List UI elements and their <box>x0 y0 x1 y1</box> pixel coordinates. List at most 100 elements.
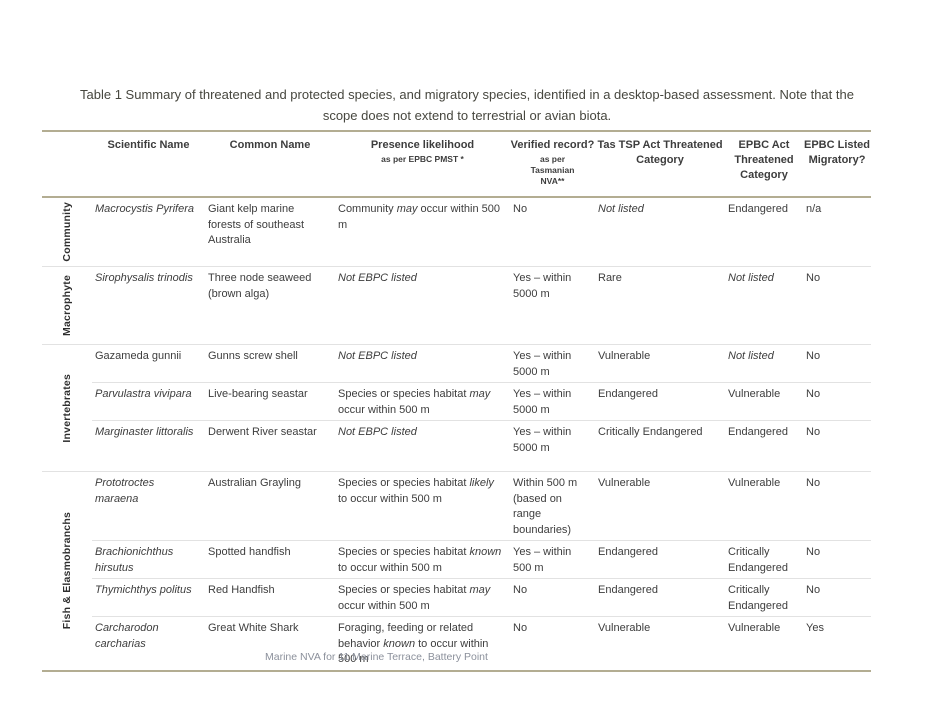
species-group-invertebrates: Invertebrates Gazameda gunnii Gunns scre… <box>42 344 871 471</box>
cell-common-name: Three node seaweed (brown alga) <box>208 272 312 300</box>
species-group-macrophyte: Macrophyte Sirophysalis trinodis Three n… <box>42 266 871 344</box>
cell-verified-record: No <box>513 584 528 596</box>
cell-migratory: n/a <box>806 203 822 215</box>
table-body: Community Macrocystis Pyrifera Giant kel… <box>42 198 871 670</box>
group-label: Invertebrates <box>61 373 73 443</box>
cell-migratory: No <box>806 426 821 438</box>
cell-migratory: No <box>806 546 821 558</box>
cell-verified-record: Within 500 m (based on range boundaries) <box>513 477 578 536</box>
cell-common-name: Live-bearing seastar <box>208 388 308 400</box>
cell-presence-likelihood: Foraging, feeding or related behavior kn… <box>338 622 489 665</box>
cell-presence-likelihood: Species or species habitat known to occu… <box>338 546 502 574</box>
group-label: Community <box>61 202 73 262</box>
cell-verified-record: Yes – within 5000 m <box>513 388 572 416</box>
cell-tas-tsp-category: Endangered <box>598 546 658 558</box>
table-row: Brachionichthus hirsutus Spotted handfis… <box>92 540 871 578</box>
table-row: Carcharodon carcharias Great White Shark… <box>92 616 871 670</box>
cell-tas-tsp-category: Endangered <box>598 584 658 596</box>
cell-common-name: Giant kelp marine forests of southeast A… <box>208 203 304 246</box>
cell-epbc-category: Endangered <box>728 203 788 215</box>
cell-epbc-category: Vulnerable <box>728 622 781 634</box>
cell-presence-likelihood: Not EBPC listed <box>338 272 417 284</box>
header-label: EPBC Listed Migratory? <box>803 139 870 166</box>
header-label: EPBC Act Threatened Category <box>734 139 794 181</box>
cell-tas-tsp-category: Not listed <box>598 203 644 215</box>
cell-epbc-category: Endangered <box>728 426 788 438</box>
table-caption: Table 1 Summary of threatened and protec… <box>80 87 854 123</box>
cell-verified-record: Yes – within 5000 m <box>513 272 572 300</box>
cell-scientific-name: Marginaster littoralis <box>95 426 194 438</box>
cell-presence-likelihood: Species or species habitat may occur wit… <box>338 584 491 612</box>
table-row: Marginaster littoralis Derwent River sea… <box>92 420 871 471</box>
cell-verified-record: Yes – within 5000 m <box>513 350 572 378</box>
cell-migratory: No <box>806 388 821 400</box>
cell-verified-record: Yes – within 5000 m <box>513 426 572 454</box>
cell-epbc-category: Vulnerable <box>728 477 781 489</box>
cell-tas-tsp-category: Vulnerable <box>598 350 651 362</box>
header-sublabel: as per Tasmanian NVA** <box>530 154 575 186</box>
cell-epbc-category: Not listed <box>728 350 774 362</box>
table-header-row: Scientific Name Common Name Presence lik… <box>42 132 871 198</box>
cell-tas-tsp-category: Rare <box>598 272 622 284</box>
header-label: Tas TSP Act Threatened Category <box>597 139 723 166</box>
header-corner-cell <box>42 132 92 196</box>
header-epbc-act: EPBC Act Threatened Category <box>725 132 803 196</box>
cell-tas-tsp-category: Vulnerable <box>598 477 651 489</box>
cell-common-name: Derwent River seastar <box>208 426 317 438</box>
cell-verified-record: No <box>513 203 528 215</box>
cell-verified-record: Yes – within 500 m <box>513 546 572 574</box>
header-epbc-migratory: EPBC Listed Migratory? <box>803 132 871 196</box>
species-group-community: Community Macrocystis Pyrifera Giant kel… <box>42 198 871 266</box>
cell-migratory: No <box>806 272 821 284</box>
species-group-fish-elasmobranchs: Fish & Elasmobranchs Prototroctes maraen… <box>42 471 871 670</box>
cell-presence-likelihood: Species or species habitat may occur wit… <box>338 388 491 416</box>
cell-epbc-category: Critically Endangered <box>728 584 788 612</box>
header-label: Verified record? <box>510 139 595 151</box>
cell-epbc-category: Vulnerable <box>728 388 781 400</box>
header-label: Presence likelihood <box>370 139 475 151</box>
table-row: Macrocystis Pyrifera Giant kelp marine f… <box>92 198 871 266</box>
cell-tas-tsp-category: Vulnerable <box>598 622 651 634</box>
header-label: Scientific Name <box>107 139 190 151</box>
table-row: Thymichthys politus Red Handfish Species… <box>92 578 871 616</box>
header-scientific-name: Scientific Name <box>92 132 205 196</box>
cell-epbc-category: Critically Endangered <box>728 546 788 574</box>
header-presence-likelihood: Presence likelihood as per EPBC PMST * <box>335 132 510 196</box>
cell-common-name: Australian Grayling <box>208 477 301 489</box>
cell-common-name: Spotted handfish <box>208 546 291 558</box>
header-sublabel: as per EPBC PMST * <box>381 154 464 164</box>
cell-migratory: No <box>806 477 821 489</box>
cell-presence-likelihood: Species or species habitat likely to occ… <box>338 477 494 505</box>
cell-scientific-name: Brachionichthus hirsutus <box>95 546 174 574</box>
cell-presence-likelihood: Not EBPC listed <box>338 426 417 438</box>
group-label: Fish & Elasmobranchs <box>61 512 73 630</box>
cell-scientific-name: Thymichthys politus <box>95 584 192 596</box>
header-label: Common Name <box>229 139 311 151</box>
cell-migratory: No <box>806 350 821 362</box>
cell-scientific-name: Macrocystis Pyrifera <box>95 203 195 215</box>
species-table: Scientific Name Common Name Presence lik… <box>42 130 871 672</box>
table-row: Sirophysalis trinodis Three node seaweed… <box>92 267 871 344</box>
cell-scientific-name: Parvulastra vivipara <box>95 388 192 400</box>
table-row: Gazameda gunnii Gunns screw shell Not EB… <box>92 345 871 382</box>
cell-tas-tsp-category: Critically Endangered <box>598 426 703 438</box>
table-row: Parvulastra vivipara Live-bearing seasta… <box>92 382 871 420</box>
cell-common-name: Great White Shark <box>208 622 299 634</box>
cell-scientific-name: Gazameda gunnii <box>95 350 182 362</box>
cell-scientific-name: Prototroctes maraena <box>95 477 155 505</box>
group-label: Macrophyte <box>61 275 73 336</box>
cell-tas-tsp-category: Endangered <box>598 388 658 400</box>
page-footer: Marine NVA for 11 Marine Terrace, Batter… <box>265 651 488 663</box>
cell-presence-likelihood: Not EBPC listed <box>338 350 417 362</box>
cell-common-name: Gunns screw shell <box>208 350 298 362</box>
cell-scientific-name: Sirophysalis trinodis <box>95 272 193 284</box>
cell-verified-record: No <box>513 622 528 634</box>
cell-epbc-category: Not listed <box>728 272 774 284</box>
header-tas-tsp-act: Tas TSP Act Threatened Category <box>595 132 725 196</box>
cell-migratory: Yes <box>806 622 824 634</box>
cell-common-name: Red Handfish <box>208 584 275 596</box>
table-row: Prototroctes maraena Australian Grayling… <box>92 472 871 540</box>
cell-scientific-name: Carcharodon carcharias <box>95 622 159 650</box>
header-verified-record: Verified record? as per Tasmanian NVA** <box>510 132 595 196</box>
